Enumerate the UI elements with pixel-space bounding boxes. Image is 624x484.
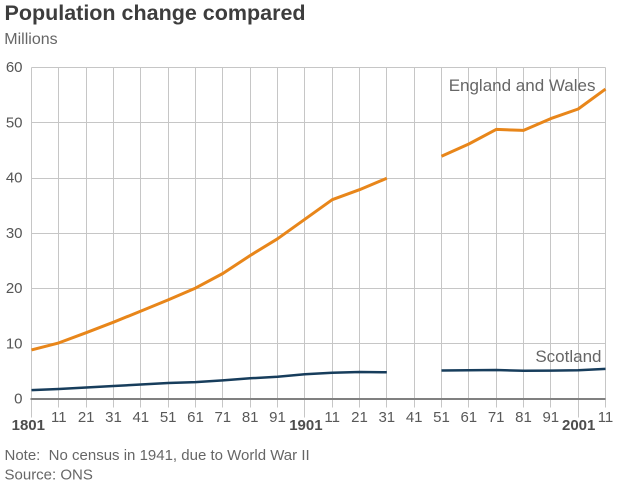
svg-text:60: 60	[6, 59, 23, 76]
svg-text:51: 51	[433, 409, 450, 426]
svg-text:England and Wales: England and Wales	[449, 76, 596, 95]
svg-text:11: 11	[51, 409, 67, 426]
svg-text:91: 91	[542, 409, 559, 426]
svg-text:21: 21	[351, 409, 368, 426]
svg-text:Millions: Millions	[4, 31, 57, 48]
svg-text:30: 30	[6, 225, 23, 242]
svg-text:1801: 1801	[12, 417, 45, 434]
svg-text:11: 11	[324, 409, 340, 426]
svg-text:81: 81	[515, 409, 532, 426]
svg-text:91: 91	[269, 409, 286, 426]
svg-text:21: 21	[78, 409, 95, 426]
svg-text:20: 20	[6, 280, 23, 297]
svg-text:41: 41	[406, 409, 423, 426]
svg-text:51: 51	[160, 409, 177, 426]
svg-text:40: 40	[6, 170, 23, 187]
svg-text:41: 41	[132, 409, 149, 426]
svg-text:0: 0	[14, 391, 22, 408]
svg-text:1901: 1901	[289, 417, 322, 434]
svg-text:11: 11	[598, 409, 614, 426]
svg-text:61: 61	[187, 409, 204, 426]
svg-text:Note: No census in 1941, due: Note: No census in 1941, due to World Wa…	[5, 447, 310, 464]
svg-text:Source: ONS: Source: ONS	[5, 467, 93, 484]
svg-text:61: 61	[460, 409, 477, 426]
svg-text:Scotland: Scotland	[535, 347, 601, 366]
svg-text:81: 81	[242, 409, 259, 426]
svg-text:Population change compared: Population change compared	[5, 1, 306, 25]
svg-text:31: 31	[378, 409, 395, 426]
svg-text:71: 71	[488, 409, 505, 426]
svg-text:50: 50	[6, 114, 23, 131]
svg-text:31: 31	[105, 409, 122, 426]
svg-text:71: 71	[214, 409, 231, 426]
svg-text:2001: 2001	[562, 417, 595, 434]
svg-text:10: 10	[6, 335, 23, 352]
